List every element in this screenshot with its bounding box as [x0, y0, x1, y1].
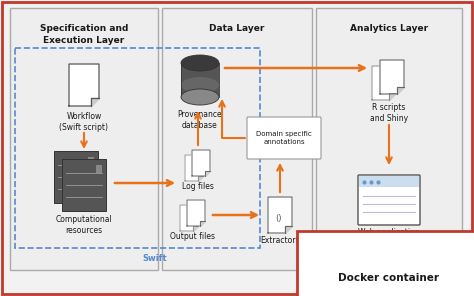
FancyBboxPatch shape	[247, 117, 321, 159]
Text: Provenance
database: Provenance database	[178, 110, 222, 130]
Text: Domain specific
annotations: Domain specific annotations	[256, 131, 312, 145]
Polygon shape	[200, 221, 205, 226]
Ellipse shape	[181, 89, 219, 105]
Text: Docker container: Docker container	[338, 273, 439, 283]
FancyBboxPatch shape	[2, 2, 472, 294]
FancyBboxPatch shape	[54, 151, 98, 203]
Polygon shape	[205, 171, 210, 176]
Polygon shape	[389, 93, 396, 100]
FancyBboxPatch shape	[181, 63, 219, 97]
Text: Computational
resources: Computational resources	[55, 215, 112, 235]
FancyBboxPatch shape	[96, 165, 102, 173]
FancyBboxPatch shape	[62, 159, 106, 211]
Polygon shape	[192, 150, 210, 176]
Text: Data Layer: Data Layer	[210, 24, 264, 33]
Polygon shape	[268, 197, 292, 233]
FancyBboxPatch shape	[316, 8, 462, 270]
Text: Workflow
(Swift script): Workflow (Swift script)	[60, 112, 109, 132]
FancyBboxPatch shape	[358, 175, 420, 225]
Text: Log files: Log files	[182, 182, 214, 191]
Ellipse shape	[181, 55, 219, 71]
Text: Specification and
Execution Layer: Specification and Execution Layer	[40, 24, 128, 45]
Polygon shape	[187, 200, 205, 226]
Text: Web application: Web application	[358, 228, 420, 237]
FancyBboxPatch shape	[88, 157, 94, 165]
Polygon shape	[91, 98, 99, 106]
Polygon shape	[180, 205, 198, 231]
Text: Output files: Output files	[171, 232, 216, 241]
Text: (): ()	[276, 213, 282, 223]
Polygon shape	[69, 64, 99, 106]
Text: Analytics Layer: Analytics Layer	[350, 24, 428, 33]
Text: Swift: Swift	[143, 254, 167, 263]
Ellipse shape	[181, 77, 219, 93]
Polygon shape	[397, 87, 404, 94]
Polygon shape	[185, 155, 203, 181]
Polygon shape	[285, 226, 292, 233]
Text: R scripts
and Shiny: R scripts and Shiny	[370, 103, 408, 123]
Polygon shape	[193, 226, 198, 231]
Polygon shape	[372, 66, 396, 100]
FancyBboxPatch shape	[162, 8, 312, 270]
FancyBboxPatch shape	[10, 8, 158, 270]
Polygon shape	[380, 60, 404, 94]
Polygon shape	[198, 176, 203, 181]
Text: Extractors: Extractors	[260, 236, 300, 245]
FancyBboxPatch shape	[359, 176, 419, 187]
